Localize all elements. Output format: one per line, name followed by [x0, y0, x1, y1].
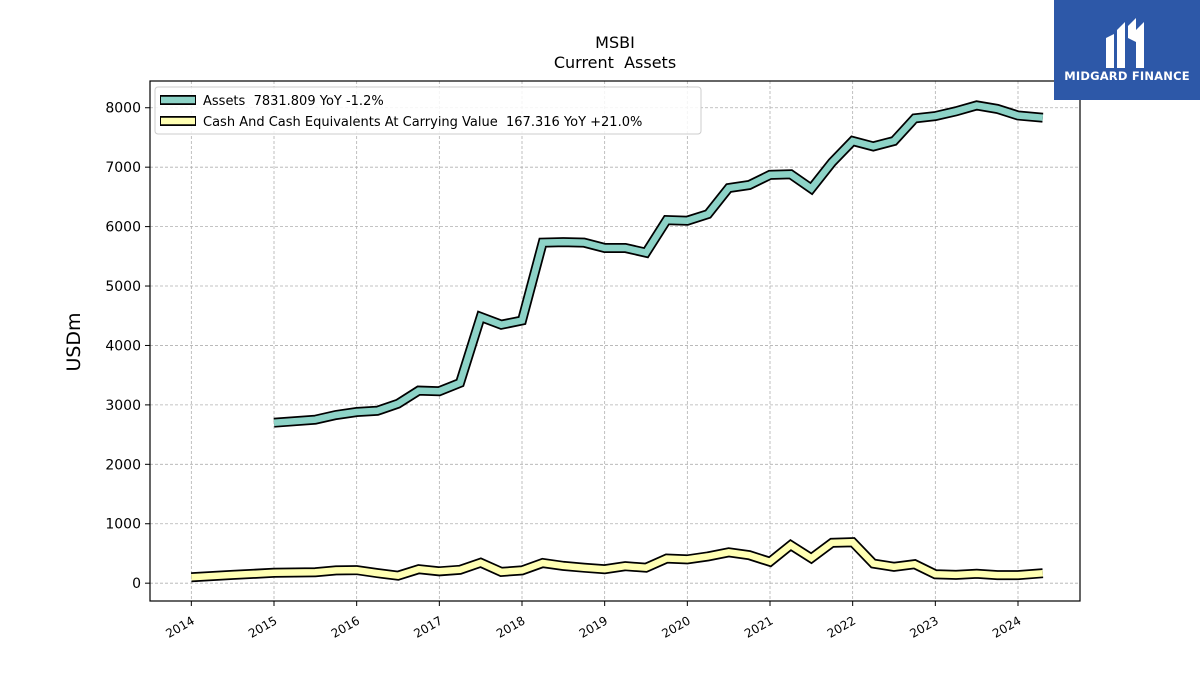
y-tick-label: 7000 — [105, 160, 141, 176]
legend-box — [154, 86, 702, 135]
series-layer — [191, 100, 1044, 583]
y-tick-label: 5000 — [105, 279, 141, 295]
chart-title: MSBI — [595, 33, 635, 52]
x-tick-label: 2016 — [329, 613, 362, 640]
x-tick-label: 2023 — [907, 613, 940, 640]
x-tick-label: 2024 — [990, 613, 1023, 640]
x-tick-label: 2015 — [246, 613, 279, 640]
x-tick-label: 2022 — [825, 613, 858, 640]
x-tick-label: 2020 — [659, 613, 692, 640]
y-tick-label: 1000 — [105, 517, 141, 533]
series-outline-0 — [273, 100, 1044, 428]
x-tick-label: 2017 — [411, 613, 444, 640]
grid — [150, 81, 1080, 601]
x-tick-label: 2019 — [577, 613, 610, 640]
y-tick-label: 0 — [132, 576, 141, 592]
x-tick-label: 2021 — [742, 613, 775, 640]
x-tick-label: 2018 — [494, 613, 527, 640]
y-tick-label: 3000 — [105, 398, 141, 414]
logo: MIDGARD FINANCE — [1054, 0, 1200, 100]
y-axis-label: USDm — [63, 312, 85, 371]
chart-subtitle: Current Assets — [554, 53, 676, 72]
legend-label: Assets 7831.809 YoY -1.2% — [203, 94, 384, 109]
series-line-0 — [273, 102, 1044, 426]
y-tick-label: 4000 — [105, 338, 141, 354]
series-line-1 — [191, 538, 1044, 581]
logo-text: MIDGARD FINANCE — [1064, 69, 1190, 83]
ticks: 2014 2015 2016 2017 2018 2019 2020 2021 2022 2023… — [105, 101, 1023, 641]
y-tick-label: 6000 — [105, 220, 141, 236]
logo-mark-icon — [1106, 18, 1144, 68]
legend-label: Cash And Cash Equivalents At Carrying Va… — [203, 115, 642, 130]
plot-frame — [149, 80, 1081, 602]
y-tick-label: 8000 — [105, 101, 141, 117]
x-tick-label: 2014 — [163, 613, 196, 640]
legend: Assets 7831.809 YoY -1.2% Cash And Cash E… — [154, 86, 702, 135]
y-tick-label: 2000 — [105, 457, 141, 473]
